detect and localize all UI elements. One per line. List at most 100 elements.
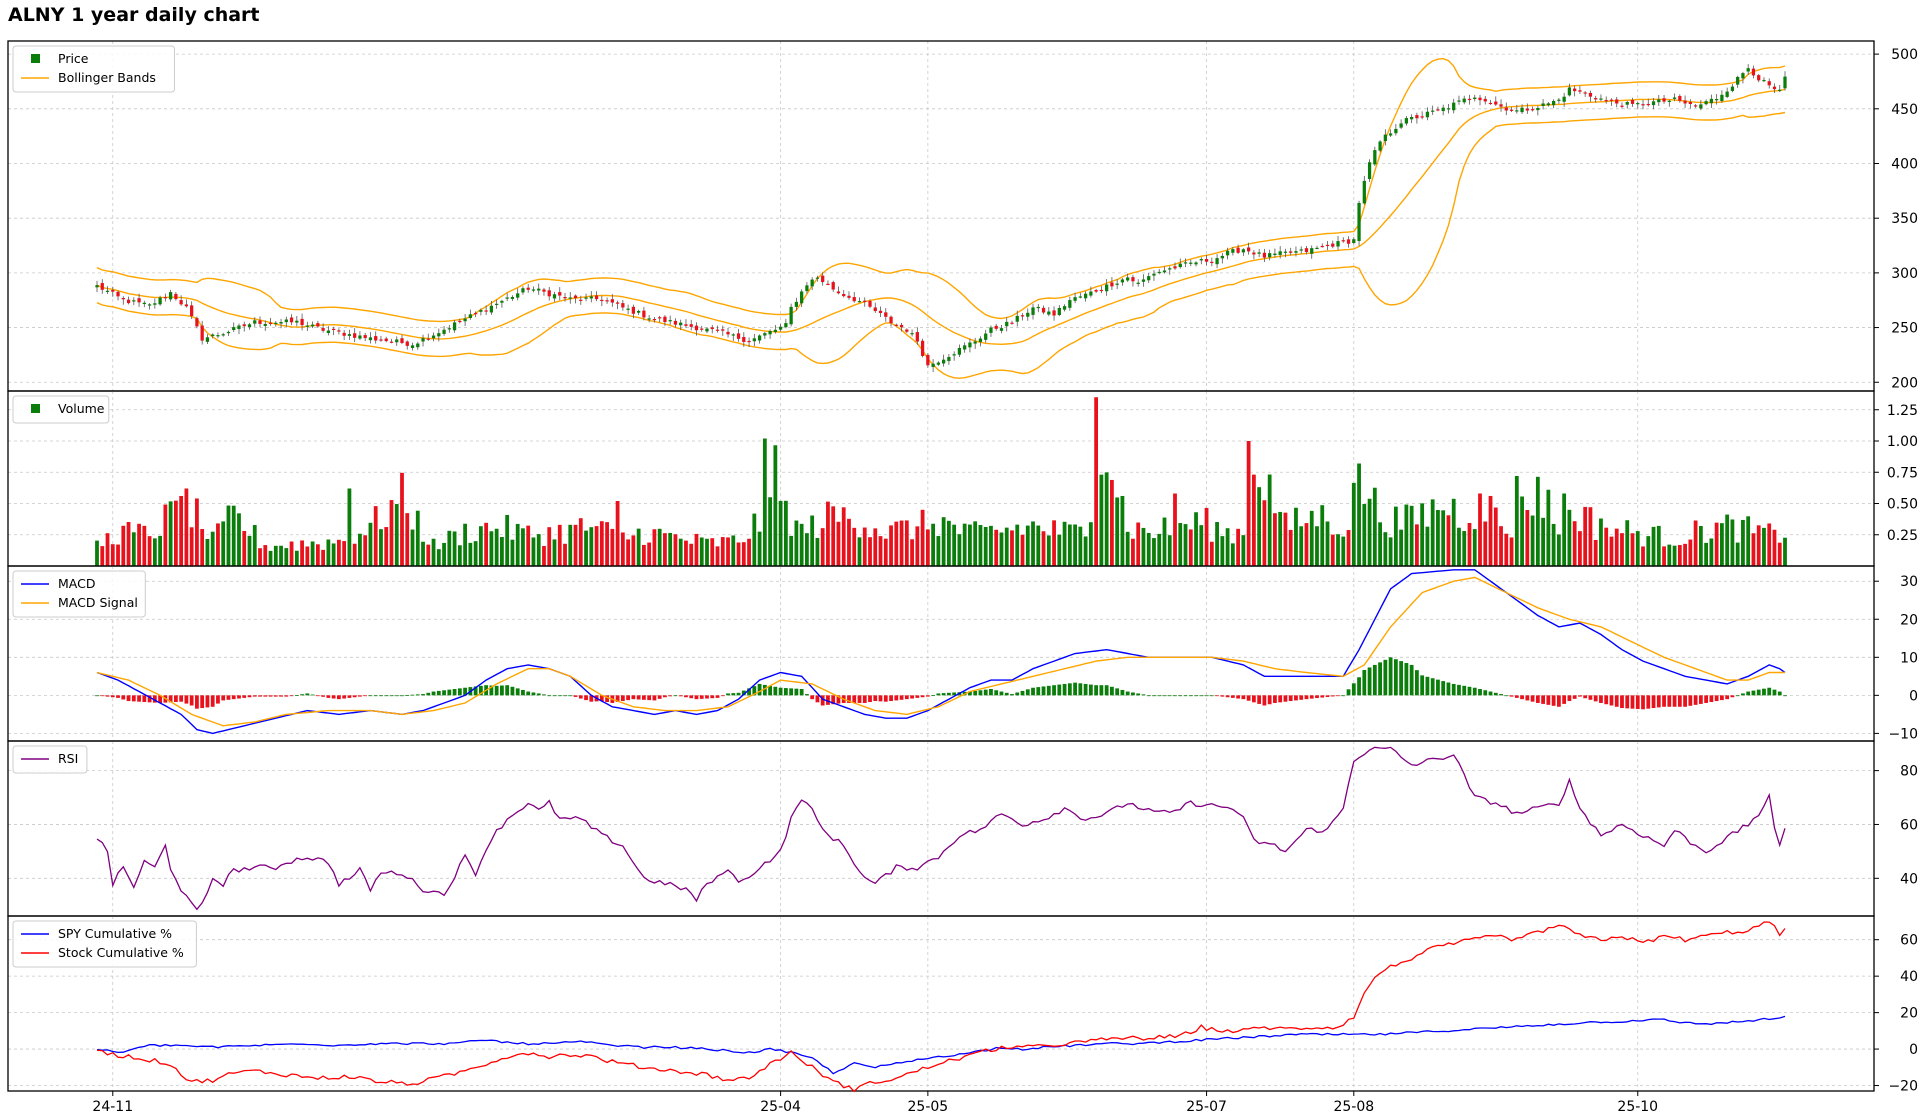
- macd-histogram-bar: [1430, 678, 1435, 696]
- macd-histogram-bar: [1656, 695, 1661, 708]
- candle-body: [757, 335, 762, 341]
- candle-body: [1672, 97, 1677, 99]
- candle-body: [1683, 100, 1687, 104]
- volume-bar: [1509, 537, 1514, 566]
- candle-body: [605, 300, 609, 302]
- volume-bar: [1746, 516, 1751, 566]
- candle-body: [1252, 252, 1256, 255]
- volume-bar: [337, 539, 341, 566]
- candle-body: [647, 318, 651, 320]
- volume-bar: [1288, 529, 1293, 566]
- macd-histogram-bar: [1351, 683, 1356, 696]
- volume-bar: [515, 523, 520, 566]
- macd-histogram-bar: [736, 692, 741, 696]
- macd-histogram-bar: [1315, 695, 1319, 699]
- macd-histogram-bar: [1372, 664, 1377, 696]
- macd-histogram-bar: [857, 695, 862, 703]
- macd-histogram-bar: [1225, 695, 1230, 698]
- candle-body: [1688, 102, 1692, 104]
- volume-bar: [894, 521, 899, 566]
- candle-body: [379, 339, 383, 341]
- volume-bar: [1204, 507, 1209, 566]
- macd-histogram-bar: [489, 685, 494, 696]
- macd-histogram-bar: [1294, 695, 1298, 701]
- volume-bar: [100, 546, 105, 566]
- volume-bar: [946, 520, 951, 566]
- candle-body: [1010, 322, 1014, 324]
- volume-bar: [321, 549, 326, 566]
- candle-body: [936, 362, 941, 365]
- candle-body: [1536, 107, 1540, 111]
- candle-body: [1594, 98, 1598, 100]
- candle-body: [1615, 99, 1619, 104]
- volume-bar: [342, 541, 347, 566]
- y-tick-label: 20: [1900, 1006, 1918, 1022]
- candle-body: [952, 354, 956, 356]
- volume-bar: [1472, 529, 1477, 566]
- macd-histogram-bar: [1251, 695, 1256, 703]
- candle-body: [1367, 162, 1372, 180]
- macd-histogram-bar: [1309, 695, 1314, 699]
- candle-body: [1467, 98, 1472, 101]
- candle-body: [1357, 202, 1361, 241]
- candle-body: [184, 304, 189, 307]
- x-tick-label: 25-05: [908, 1099, 949, 1115]
- volume-bar: [941, 517, 946, 566]
- macd-histogram-bar: [1209, 695, 1214, 697]
- volume-bar: [263, 545, 268, 566]
- macd-histogram-bar: [1436, 679, 1440, 696]
- candle-body: [1283, 251, 1288, 253]
- macd-histogram-bar: [1551, 695, 1556, 706]
- candle-body: [558, 292, 562, 296]
- candle-body: [1131, 277, 1135, 282]
- macd-histogram-bar: [394, 695, 399, 697]
- macd-histogram-bar: [1167, 695, 1172, 697]
- y-tick-label: 500: [1891, 47, 1918, 63]
- y-tick-label: 300: [1891, 266, 1918, 282]
- macd-histogram-bar: [1367, 667, 1372, 696]
- candle-body: [405, 341, 409, 346]
- candle-body: [579, 299, 583, 301]
- volume-bar: [1462, 531, 1467, 566]
- macd-histogram-bar: [710, 695, 715, 699]
- macd-histogram-bar: [941, 693, 946, 696]
- macd-histogram-bar: [494, 685, 499, 696]
- macd-histogram-bar: [1635, 695, 1640, 709]
- macd-histogram-bar: [1488, 691, 1493, 696]
- candle-body: [521, 288, 525, 293]
- candle-body: [531, 289, 536, 291]
- candle-body: [1709, 98, 1714, 104]
- legend-box: [12, 395, 110, 424]
- macd-histogram-bar: [1662, 695, 1666, 707]
- candle-body: [679, 322, 683, 326]
- candle-body: [116, 291, 120, 297]
- macd-histogram-bar: [1388, 657, 1393, 696]
- candle-body: [926, 354, 930, 366]
- candle-body: [1031, 307, 1035, 315]
- candle-body: [1162, 270, 1167, 273]
- volume-bar: [636, 528, 641, 566]
- legend-label: Stock Cumulative %: [58, 945, 184, 960]
- volume-bar: [447, 530, 452, 566]
- y-tick-label: 350: [1891, 211, 1918, 227]
- volume-bar: [978, 525, 983, 566]
- volume-bar: [741, 542, 746, 566]
- volume-bar: [1614, 528, 1619, 566]
- candle-body: [1157, 271, 1161, 274]
- volume-bar: [805, 533, 809, 566]
- macd-histogram-bar: [799, 689, 804, 696]
- macd-histogram-bar: [1751, 690, 1756, 696]
- volume-bar: [158, 535, 162, 566]
- candle-body: [1388, 133, 1393, 136]
- macd-histogram-bar: [1115, 688, 1120, 696]
- volume-bar: [1225, 528, 1230, 566]
- macd-histogram-bar: [904, 695, 909, 700]
- candle-body: [1373, 150, 1377, 165]
- macd-histogram-bar: [1099, 685, 1104, 696]
- candle-body: [1315, 247, 1319, 250]
- candle-body: [132, 300, 136, 302]
- macd-histogram-bar: [231, 695, 236, 700]
- macd-histogram-bar: [1236, 695, 1241, 699]
- candle-body: [1094, 290, 1098, 292]
- macd-histogram-bar: [147, 695, 152, 703]
